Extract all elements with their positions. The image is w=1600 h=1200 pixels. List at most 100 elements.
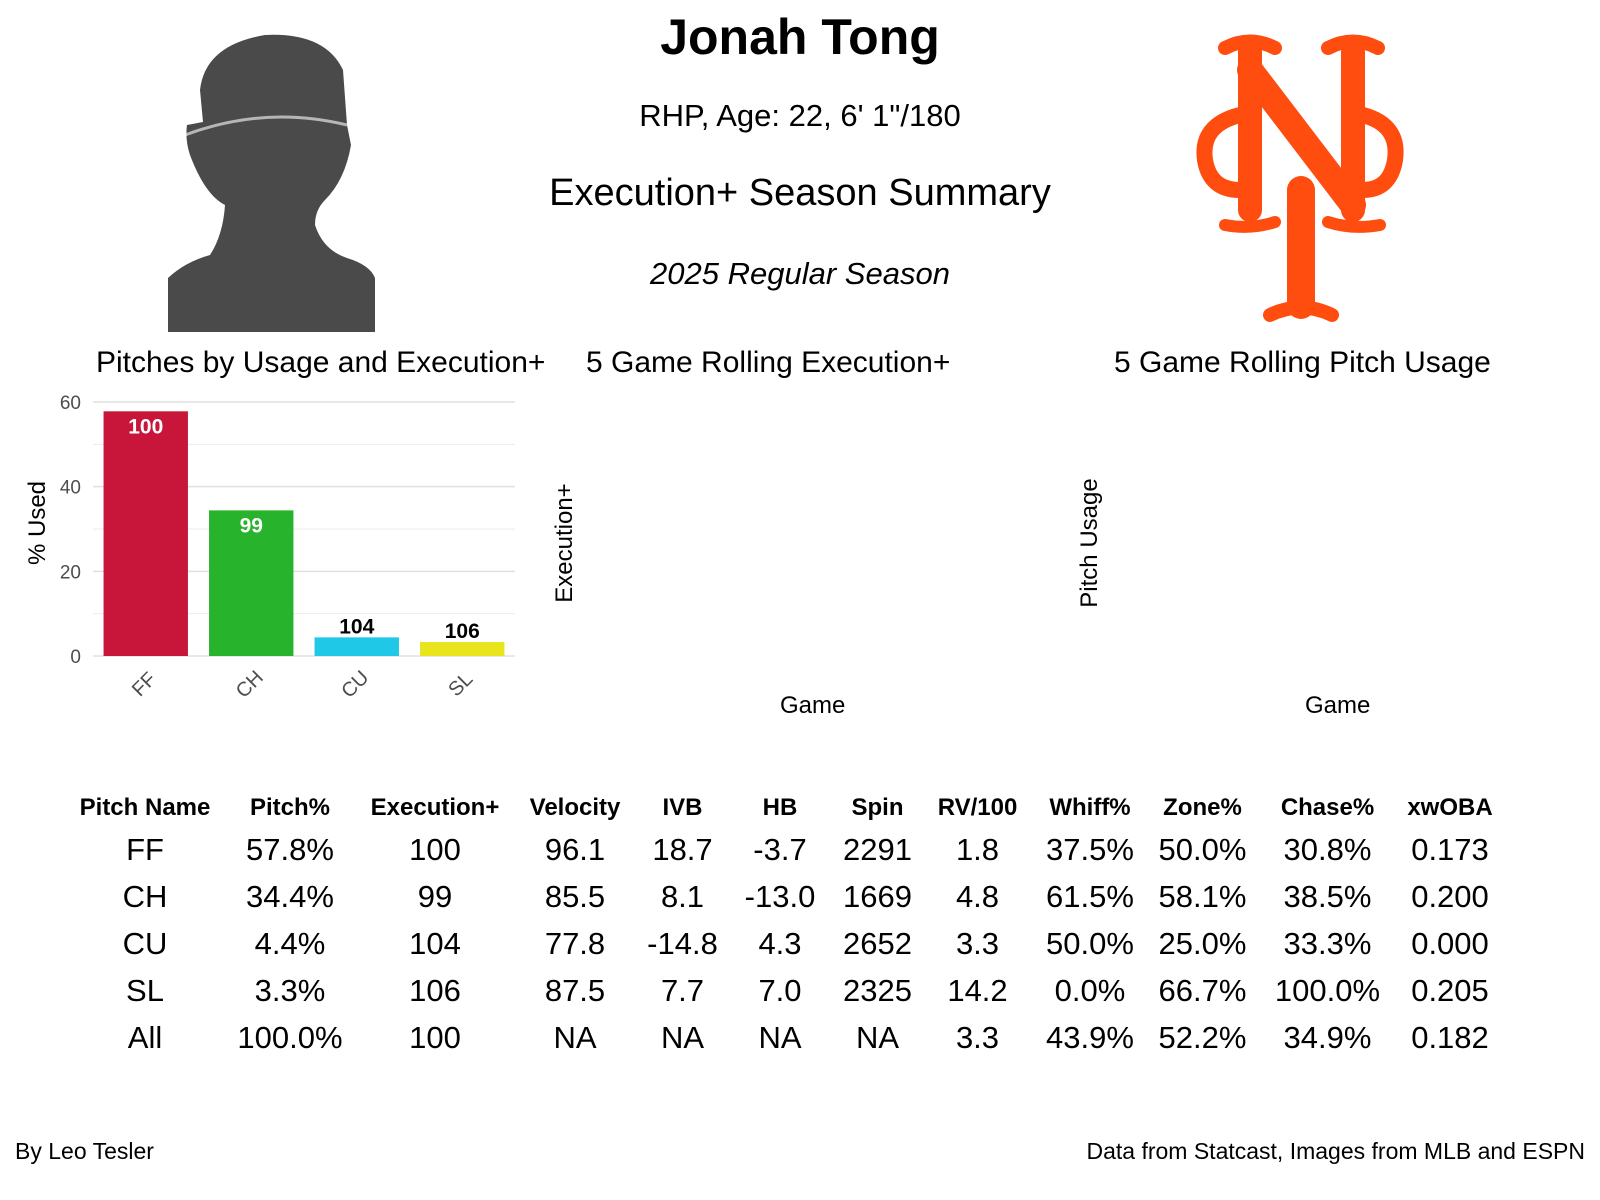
- table-row: All 100.0% 100 NA NA NA NA 3.3 43.9% 52.2% 34.9% 0.…: [70, 1014, 1505, 1061]
- table-cell: 34.4%: [246, 878, 334, 914]
- table-cell: 58.1%: [1158, 878, 1247, 914]
- table-cell: 14.2: [947, 972, 1008, 1008]
- table-cell: 87.5: [544, 972, 606, 1008]
- y-tick-label: 0: [70, 647, 81, 668]
- table-cell: 100.0%: [1274, 972, 1381, 1008]
- bar-cu: [314, 637, 399, 656]
- table-cell: 33.3%: [1283, 925, 1372, 961]
- table-cell: 4.8: [955, 878, 1000, 914]
- table-cell: 3.3: [955, 925, 1000, 961]
- table-cell: 100: [409, 1019, 461, 1055]
- table-cell: 4.4%: [254, 925, 326, 961]
- table-cell: 66.7%: [1158, 972, 1247, 1008]
- table-cell: 2652: [843, 925, 912, 961]
- bar-data-label-ch: 99: [240, 514, 263, 537]
- table-row: SL 3.3% 106 87.5 7.7 7.0 2325 14.2 0.0% 66.7% 100.…: [70, 967, 1505, 1014]
- table-cell: SL: [126, 972, 164, 1008]
- table-cell: 3.3: [955, 1019, 1000, 1055]
- table-cell: 0.182: [1411, 1019, 1489, 1055]
- season-label: 2025 Regular Season: [650, 256, 950, 291]
- x-tick-label-sl: SL: [444, 668, 477, 701]
- column-header-xwoba: xwOBA: [1407, 794, 1493, 821]
- table-cell: -13.0: [744, 878, 816, 914]
- table-cell: CU: [122, 925, 168, 961]
- table-cell: 77.8: [544, 925, 606, 961]
- table-cell: 104: [409, 925, 461, 961]
- table-row: CU 4.4% 104 77.8 -14.8 4.3 2652 3.3 50.0% 25.0% 33…: [70, 920, 1505, 967]
- bar-ch: [209, 510, 294, 656]
- team-logo-ny: [1196, 34, 1404, 322]
- y-tick-label: 40: [60, 478, 81, 499]
- x-tick-label-cu: CU: [337, 667, 373, 703]
- player-bio: RHP, Age: 22, 6' 1"/180: [639, 98, 961, 133]
- x-tick-label-ch: CH: [232, 667, 268, 703]
- table-cell: NA: [855, 1019, 900, 1055]
- table-cell: 106: [409, 972, 461, 1008]
- table-cell: 2325: [843, 972, 912, 1008]
- column-header-whiff: Whiff%: [1049, 794, 1131, 821]
- table-cell: 37.5%: [1046, 831, 1134, 867]
- table-cell: NA: [553, 1019, 597, 1055]
- column-header-pitch: Pitch%: [249, 794, 330, 821]
- table-cell: 38.5%: [1283, 878, 1372, 914]
- table-cell: 0.173: [1411, 831, 1489, 867]
- table-cell: -14.8: [647, 925, 718, 961]
- column-header-hb: HB: [762, 794, 798, 821]
- table-cell: 4.3: [758, 925, 802, 961]
- pitch-stats-table: Pitch Name Pitch% Execution+ Velocity IVB HB S…: [70, 790, 1505, 1061]
- column-header-zone: Zone%: [1163, 794, 1242, 821]
- column-header-spin: Spin: [851, 794, 904, 821]
- table-header-row: Pitch Name Pitch% Execution+ Velocity IVB HB S…: [70, 790, 1505, 826]
- bar-data-label-sl: 106: [445, 620, 480, 643]
- table-cell: All: [127, 1019, 163, 1055]
- table-cell: 3.3%: [254, 972, 326, 1008]
- table-cell: 7.7: [660, 972, 705, 1008]
- table-cell: 0.200: [1411, 878, 1489, 914]
- table-cell: 1.8: [955, 831, 1000, 867]
- table-cell: NA: [758, 1019, 802, 1055]
- table-cell: 50.0%: [1158, 831, 1247, 867]
- column-header-rv-100: RV/100: [937, 794, 1018, 821]
- table-row: CH 34.4% 99 85.5 8.1 -13.0 1669 4.8 61.5% 58.1% 38…: [70, 873, 1505, 920]
- table-cell: 0.0%: [1054, 972, 1126, 1008]
- usage-bar-chart: 100 99 104 106 0 20 40 60 FF CH CU SL % Used: [24, 393, 515, 703]
- rolling-execution-x-axis-title: Game: [780, 692, 846, 719]
- author-credit: By Leo Tesler: [15, 1138, 154, 1164]
- rolling-execution-y-axis-title: Execution+: [551, 483, 578, 603]
- table-cell: 18.7: [652, 831, 713, 867]
- table-cell: FF: [126, 831, 164, 867]
- table-cell: 25.0%: [1158, 925, 1247, 961]
- bar-ff: [103, 411, 188, 656]
- table-cell: 50.0%: [1046, 925, 1134, 961]
- table-cell: -3.7: [753, 831, 807, 867]
- report-title: Execution+ Season Summary: [549, 172, 1051, 214]
- table-cell: 96.1: [544, 831, 606, 867]
- table-cell: 43.9%: [1046, 1019, 1134, 1055]
- table-cell: 34.9%: [1283, 1019, 1372, 1055]
- column-header-pitch-name: Pitch Name: [79, 794, 211, 821]
- column-header-execution: Execution+: [370, 794, 500, 821]
- player-headshot-silhouette: [168, 34, 375, 332]
- y-tick-label: 60: [60, 393, 81, 414]
- bar-data-label-ff: 100: [128, 415, 163, 438]
- rolling-usage-x-axis-title: Game: [1305, 692, 1371, 719]
- table-cell: 2291: [843, 831, 912, 867]
- table-cell: 1669: [843, 878, 912, 914]
- table-cell: 85.5: [544, 878, 606, 914]
- table-cell: 99: [417, 878, 453, 914]
- x-tick-label-ff: FF: [128, 668, 161, 701]
- data-source-credit: Data from Statcast, Images from MLB and …: [1086, 1138, 1585, 1164]
- table-cell: 0.000: [1411, 925, 1489, 961]
- bar-sl: [420, 642, 505, 656]
- table-cell: 61.5%: [1046, 878, 1134, 914]
- bar-chart-y-axis-title: % Used: [24, 481, 51, 565]
- column-header-velocity: Velocity: [529, 794, 621, 821]
- table-cell: 30.8%: [1283, 831, 1372, 867]
- table-cell: 0.205: [1411, 972, 1489, 1008]
- rolling-usage-y-axis-title: Pitch Usage: [1076, 478, 1103, 608]
- player-name: Jonah Tong: [660, 9, 940, 65]
- bar-chart-title: Pitches by Usage and Execution+: [96, 346, 546, 379]
- table-cell: CH: [122, 878, 168, 914]
- table-cell: NA: [660, 1019, 705, 1055]
- y-tick-label: 20: [60, 562, 81, 583]
